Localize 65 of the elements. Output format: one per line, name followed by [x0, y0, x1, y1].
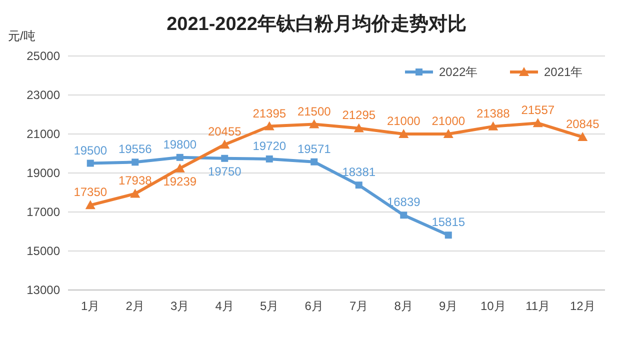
point: [309, 119, 320, 128]
y-tick-label: 19000: [26, 166, 60, 180]
data-label: 21395: [252, 106, 286, 120]
x-tick-label: 11月: [526, 299, 550, 313]
data-label: 19750: [208, 164, 242, 178]
x-tick-label: 9月: [439, 299, 458, 313]
x-tick-label: 6月: [304, 299, 324, 313]
point: [310, 158, 318, 166]
x-tick-label: 8月: [394, 299, 413, 313]
data-label: 21000: [432, 114, 466, 128]
data-label: 21388: [476, 106, 510, 120]
y-tick-label: 25000: [26, 49, 60, 63]
data-label: 21000: [386, 114, 421, 128]
point: [221, 154, 228, 162]
point: [264, 121, 274, 130]
x-tick-label: 4月: [215, 299, 234, 313]
point: [132, 158, 139, 166]
x-tick-label: 7月: [350, 299, 368, 313]
data-label: 17938: [118, 174, 152, 188]
data-label: 17350: [74, 185, 108, 200]
point: [220, 140, 230, 149]
y-tick-label: 21000: [26, 127, 60, 141]
data-label: 19500: [74, 143, 108, 158]
data-label: 19556: [118, 142, 152, 156]
point: [176, 154, 184, 161]
data-label: 19239: [163, 174, 197, 188]
data-label: 15815: [432, 215, 466, 230]
data-label: 20455: [208, 124, 242, 139]
point: [578, 132, 588, 142]
y-tick-label: 13000: [26, 283, 60, 297]
point: [355, 182, 362, 189]
y-tick-label: 17000: [26, 205, 60, 219]
point: [443, 129, 454, 138]
data-label: 21557: [521, 103, 555, 118]
y-tick-label: 15000: [26, 244, 60, 258]
data-label: 21295: [342, 108, 376, 122]
data-label: 16839: [386, 195, 421, 210]
data-label: 19800: [163, 137, 197, 152]
point: [85, 200, 96, 210]
data-label: 19571: [297, 142, 332, 156]
x-tick-label: 1月: [81, 299, 100, 313]
x-tick-label: 10月: [480, 299, 506, 313]
data-label: 20845: [566, 117, 600, 132]
x-tick-label: 12月: [570, 299, 596, 313]
x-tick-label: 2月: [126, 299, 144, 313]
y-tick-label: 23000: [26, 88, 60, 102]
point: [354, 123, 364, 132]
x-tick-label: 5月: [260, 299, 279, 313]
x-tick-label: 3月: [170, 299, 190, 313]
chart-title: 2021-2022年钛白粉月均价走势对比: [166, 13, 466, 35]
data-label: 21500: [297, 104, 332, 118]
legend-label: 2022年: [439, 65, 478, 79]
point: [488, 121, 498, 130]
point: [86, 160, 94, 167]
point: [400, 212, 408, 219]
point: [444, 232, 452, 239]
data-label: 19720: [252, 138, 286, 153]
data-label: 18381: [342, 165, 376, 180]
point: [174, 163, 185, 172]
point: [266, 155, 273, 162]
y-axis-title: 元/吨: [8, 29, 36, 43]
point: [130, 188, 140, 198]
legend-label: 2021年: [544, 65, 583, 79]
point: [532, 118, 543, 128]
point: [398, 129, 409, 138]
